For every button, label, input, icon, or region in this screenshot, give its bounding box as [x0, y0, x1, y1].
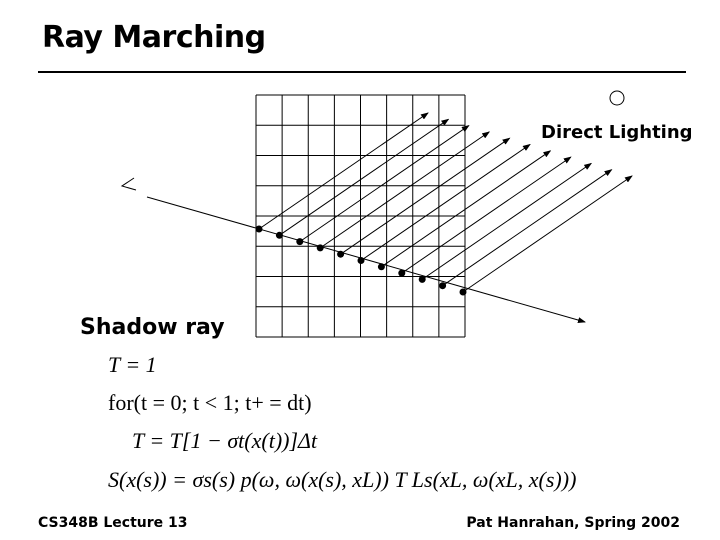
sample-point	[459, 288, 467, 296]
volume-grid	[255, 94, 466, 338]
light-ray-arrow	[319, 131, 491, 249]
equation-text: S(x(s)) = σs(s) p(ω, ω(x(s), xL)) T Ls(x…	[108, 467, 577, 492]
sample-point	[377, 263, 385, 271]
light-source-icon	[609, 90, 625, 106]
light-ray-arrow	[462, 175, 633, 293]
footer-course: CS348B Lecture 13	[38, 515, 188, 531]
light-ray-arrow	[299, 125, 470, 243]
light-ray-arrow	[401, 156, 572, 274]
equation-init: T = 1	[108, 352, 157, 378]
direct-lighting-label: Direct Lighting	[541, 122, 693, 143]
sample-point	[357, 257, 365, 264]
sample-point	[337, 250, 345, 258]
footer-author: Pat Hanrahan, Spring 2002	[466, 515, 680, 531]
equation-transmittance: T = T[1 − σt(x(t))]Δt	[132, 428, 317, 454]
light-ray-arrow	[442, 169, 613, 287]
sample-point	[296, 238, 304, 246]
viewing-ray	[146, 196, 586, 323]
sample-point	[418, 275, 426, 283]
sample-point	[316, 244, 324, 252]
light-ray-arrow	[360, 143, 531, 261]
equation-text: T = T[1 − σt(x(t))]Δt	[132, 428, 318, 453]
light-ray-arrow	[340, 137, 511, 255]
equation-scattering: S(x(s)) = σs(s) p(ω, ω(x(s), xL)) T Ls(x…	[108, 467, 576, 493]
equation-text: for(t = 0; t < 1; t+ = dt)	[108, 390, 312, 415]
sample-point	[275, 231, 283, 239]
eye-icon	[120, 177, 137, 191]
sample-point	[255, 225, 263, 233]
light-ray-arrow	[381, 150, 552, 268]
equation-loop: for(t = 0; t < 1; t+ = dt)	[108, 390, 312, 416]
light-ray-arrow	[421, 162, 593, 280]
shadow-ray-heading: Shadow ray	[80, 315, 225, 340]
light-rays	[258, 112, 633, 293]
sample-point	[398, 269, 406, 277]
equation-text: T = 1	[108, 352, 157, 377]
light-ray-arrow	[279, 118, 450, 236]
slide-title: Ray Marching	[42, 20, 266, 55]
light-ray-arrow	[258, 112, 429, 230]
title-divider	[38, 71, 686, 73]
sample-points	[255, 225, 467, 296]
sample-point	[439, 282, 447, 290]
